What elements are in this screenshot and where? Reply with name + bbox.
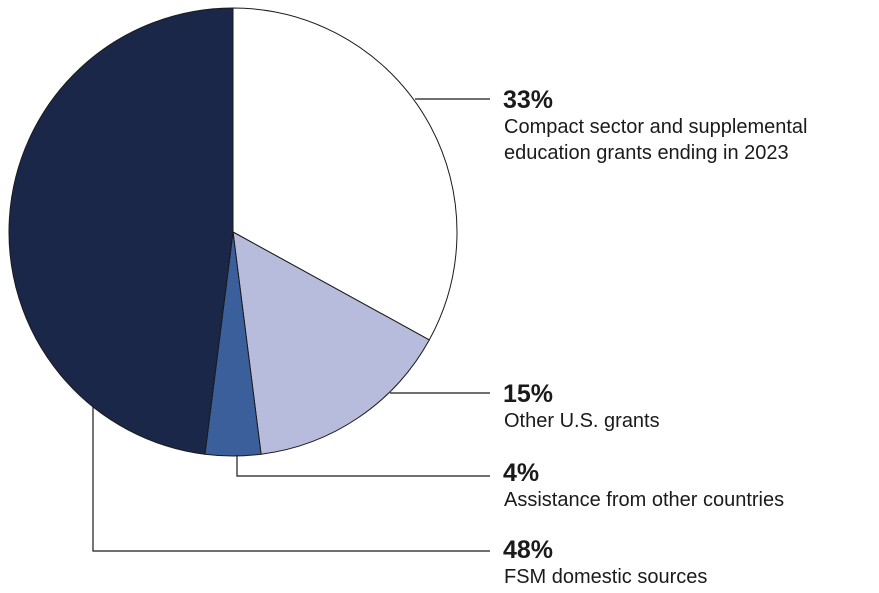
slice-percent-label: 15% bbox=[503, 380, 554, 408]
pie-slice bbox=[8, 7, 234, 455]
leader-line bbox=[92, 405, 490, 552]
slice-percent-label: 4% bbox=[503, 459, 540, 487]
slice-category-label: Compact sector and supplemental educatio… bbox=[504, 116, 808, 164]
pie-slice bbox=[232, 7, 458, 341]
leader-line bbox=[236, 455, 490, 477]
slice-category-label: Assistance from other countries bbox=[504, 489, 785, 511]
slice-percent-label: 48% bbox=[503, 536, 554, 564]
pie-slice bbox=[232, 231, 430, 455]
slice-category-label: Other U.S. grants bbox=[504, 410, 660, 432]
slice-percent-label: 33% bbox=[503, 86, 554, 114]
slice-category-label: FSM domestic sources bbox=[504, 566, 708, 588]
